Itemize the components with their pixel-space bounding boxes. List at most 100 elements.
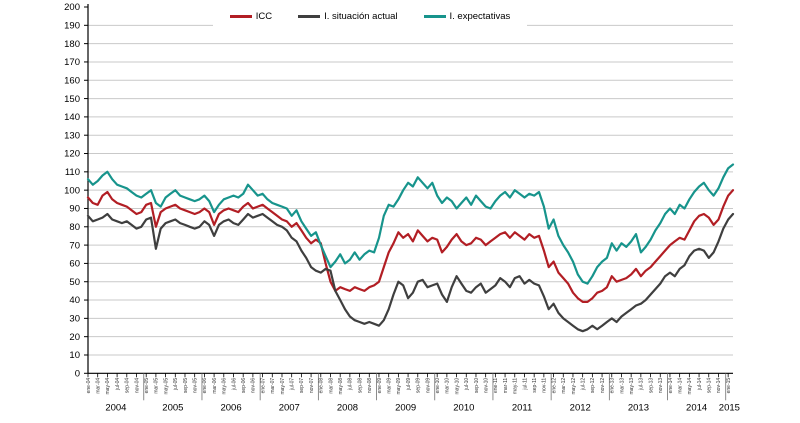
x-tick-label: sep-14 bbox=[707, 378, 713, 394]
y-tick-label: 140 bbox=[64, 112, 80, 123]
x-tick-label: ene-08 bbox=[319, 378, 325, 394]
x-tick-label: ene-09 bbox=[377, 378, 383, 394]
y-tick-label: 200 bbox=[64, 2, 80, 13]
legend-label-situacion-actual: I. situación actual bbox=[324, 10, 398, 22]
x-tick-label: sep-12 bbox=[590, 378, 596, 394]
x-tick-label: nov-06 bbox=[251, 378, 257, 394]
x-tick-label: jul-10 bbox=[464, 378, 470, 391]
x-tick-label: may-10 bbox=[454, 378, 460, 395]
x-tick-label: ene-11 bbox=[493, 378, 499, 393]
x-tick-label: sep-07 bbox=[299, 378, 305, 394]
year-label: 2007 bbox=[279, 402, 300, 413]
y-tick-label: 20 bbox=[69, 332, 80, 343]
x-tick-label: may-04 bbox=[105, 378, 111, 395]
x-tick-label: jul-13 bbox=[639, 378, 645, 391]
year-label: 2013 bbox=[628, 402, 649, 413]
y-tick-label: 120 bbox=[64, 149, 80, 160]
x-tick-label: jul-09 bbox=[406, 378, 412, 391]
x-tick-label: nov-07 bbox=[309, 378, 315, 394]
x-tick-label: may-13 bbox=[629, 378, 635, 395]
y-tick-label: 10 bbox=[69, 350, 80, 361]
x-tick-label: mar-14 bbox=[677, 378, 683, 394]
x-tick-label: ene-06 bbox=[202, 378, 208, 394]
series-line-i-situaci-n-actual bbox=[86, 212, 735, 333]
x-tick-label: nov-04 bbox=[134, 378, 140, 394]
x-tick-label: nov-14 bbox=[716, 378, 722, 394]
x-tick-label: sep-10 bbox=[474, 378, 480, 394]
x-tick-label: may-14 bbox=[687, 378, 693, 395]
x-tick-label: sep-06 bbox=[241, 378, 247, 394]
x-tick-label: nov-05 bbox=[192, 378, 198, 394]
x-tick-label: mar-10 bbox=[445, 378, 451, 394]
y-tick-label: 160 bbox=[64, 75, 80, 86]
x-tick-label: may-08 bbox=[338, 378, 344, 395]
legend-swatch-situacion-actual bbox=[298, 14, 321, 18]
y-tick-label: 110 bbox=[65, 167, 80, 178]
x-tick-label: sep-11 bbox=[532, 378, 538, 393]
x-tick-label: nov-09 bbox=[425, 378, 431, 394]
x-tick-label: sep-08 bbox=[357, 378, 363, 394]
x-tick-label: mar-12 bbox=[561, 378, 567, 394]
x-tick-label: may-12 bbox=[571, 378, 577, 395]
year-label: 2008 bbox=[337, 402, 358, 413]
year-label: 2014 bbox=[686, 402, 707, 413]
legend-label-expectativas: I. expectativas bbox=[449, 10, 511, 22]
legend-swatch-expectativas bbox=[423, 14, 446, 18]
series-line-i-expectativas bbox=[86, 163, 735, 285]
x-tick-label: jul-14 bbox=[697, 378, 703, 391]
legend-item-expectativas: I. expectativas bbox=[423, 10, 511, 22]
year-label: 2012 bbox=[570, 402, 591, 413]
legend-label-icc: ICC bbox=[255, 10, 273, 22]
x-tick-label: jul-07 bbox=[289, 378, 295, 391]
y-tick-label: 100 bbox=[64, 185, 80, 196]
x-tick-label: jul-12 bbox=[580, 378, 586, 391]
legend-swatch-icc bbox=[229, 14, 252, 18]
x-tick-label: ene-15 bbox=[726, 378, 732, 394]
x-tick-label: ene-07 bbox=[260, 378, 266, 394]
legend-item-situacion-actual: I. situación actual bbox=[298, 10, 398, 22]
y-tick-label: 40 bbox=[69, 295, 80, 306]
x-tick-label: jul-04 bbox=[115, 378, 121, 391]
x-tick-label: nov-08 bbox=[367, 378, 373, 394]
x-tick-label: nov-10 bbox=[483, 378, 489, 394]
x-tick-label: ene-13 bbox=[610, 378, 616, 394]
x-tick-label: jul-05 bbox=[173, 378, 179, 391]
y-tick-label: 180 bbox=[64, 39, 80, 50]
x-tick-label: mar-08 bbox=[328, 378, 334, 394]
x-tick-label: mar-07 bbox=[270, 378, 276, 394]
x-tick-label: may-07 bbox=[280, 378, 286, 395]
y-tick-label: 190 bbox=[64, 21, 80, 32]
year-label: 2005 bbox=[162, 402, 183, 413]
y-tick-label: 70 bbox=[69, 240, 80, 251]
series-line-icc bbox=[86, 189, 735, 303]
x-tick-label: nov-13 bbox=[658, 378, 664, 394]
x-tick-label: ene-05 bbox=[144, 378, 150, 394]
x-tick-label: sep-13 bbox=[648, 378, 654, 394]
x-tick-label: jul-08 bbox=[348, 378, 354, 391]
x-tick-label: mar-13 bbox=[619, 378, 625, 394]
year-label: 2004 bbox=[105, 402, 126, 413]
y-tick-label: 50 bbox=[69, 277, 80, 288]
x-tick-label: mar-04 bbox=[95, 378, 101, 394]
y-tick-label: 130 bbox=[64, 130, 80, 141]
y-tick-label: 30 bbox=[69, 314, 80, 325]
y-tick-label: 170 bbox=[64, 57, 80, 68]
x-tick-label: jul-11 bbox=[522, 378, 528, 391]
x-tick-label: mar-09 bbox=[386, 378, 392, 394]
x-tick-label: may-05 bbox=[163, 378, 169, 395]
year-label: 2015 bbox=[719, 402, 740, 413]
x-tick-label: sep-09 bbox=[416, 378, 422, 394]
x-tick-label: may-11 bbox=[513, 378, 519, 395]
x-tick-label: sep-05 bbox=[183, 378, 189, 394]
y-tick-label: 60 bbox=[69, 259, 80, 270]
x-tick-label: may-06 bbox=[222, 378, 228, 395]
year-label: 2011 bbox=[512, 402, 532, 413]
year-label: 2009 bbox=[395, 402, 416, 413]
year-label: 2010 bbox=[453, 402, 474, 413]
year-label: 2006 bbox=[220, 402, 241, 413]
x-tick-label: ene-10 bbox=[435, 378, 441, 394]
x-tick-label: mar-11 bbox=[503, 378, 509, 394]
y-tick-label: 90 bbox=[69, 204, 80, 215]
